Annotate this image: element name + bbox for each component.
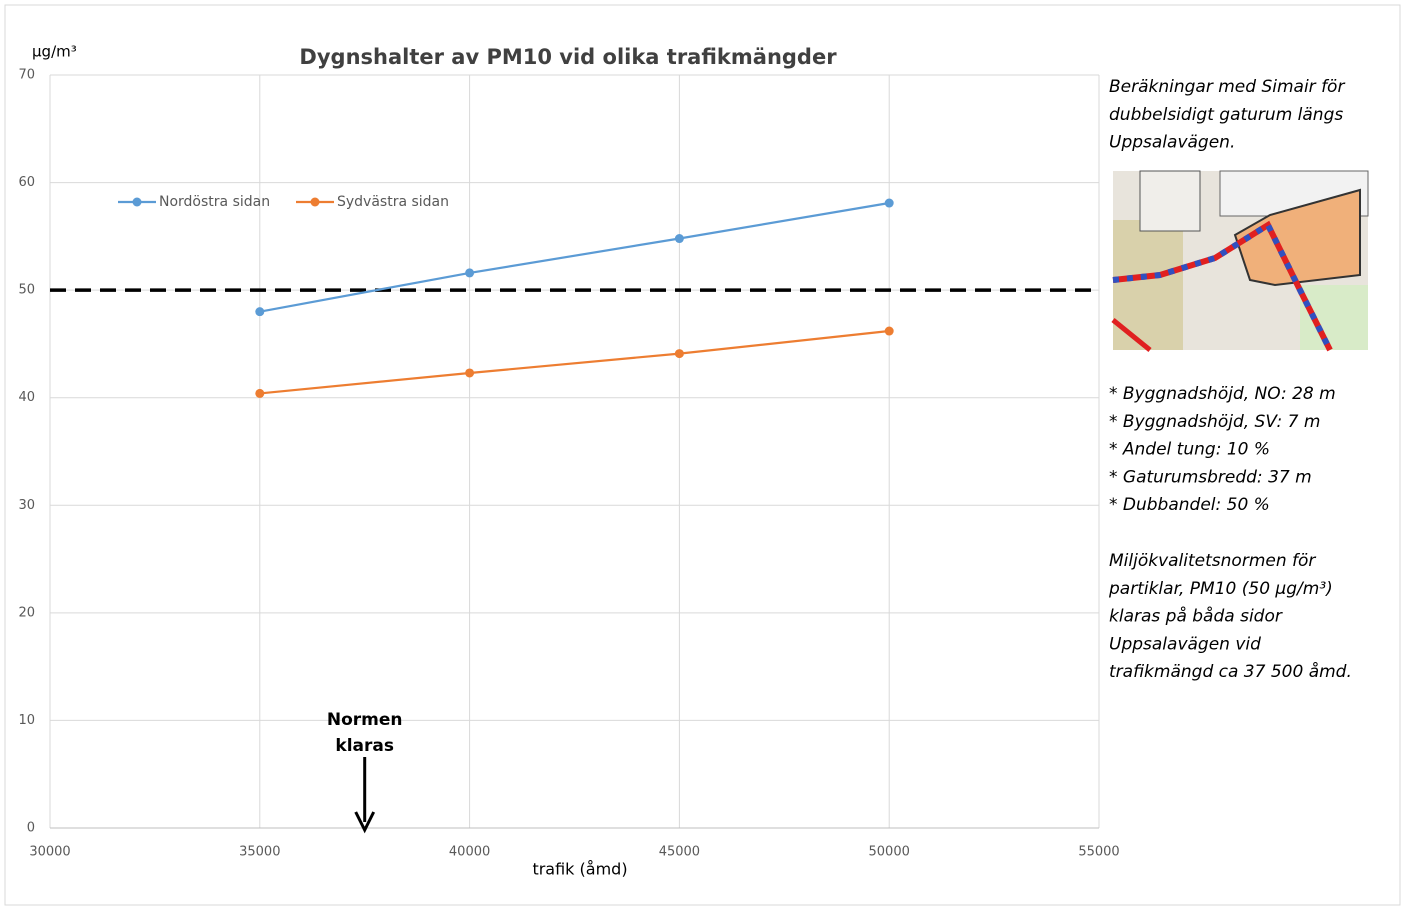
side-text: Uppsalavägen vid [1109, 634, 1261, 654]
legend-label: Sydvästra sidan [337, 194, 449, 210]
data-point [885, 199, 894, 208]
x-tick-label: 30000 [29, 845, 70, 860]
legend-marker [133, 198, 142, 207]
x-tick-label: 35000 [239, 845, 280, 860]
y-tick-label: 0 [27, 821, 35, 836]
y-axis-label: µg/m³ [32, 43, 77, 61]
x-tick-label: 40000 [449, 845, 490, 860]
legend-label: Nordöstra sidan [159, 194, 270, 210]
y-tick-label: 60 [18, 175, 35, 190]
y-tick-label: 10 [18, 713, 35, 728]
legend-marker [311, 198, 320, 207]
annotation-text: Normen [327, 710, 403, 730]
data-point [675, 349, 684, 358]
side-text: partiklar, PM10 (50 µg/m³) [1108, 579, 1333, 599]
y-tick-label: 40 [18, 390, 35, 405]
side-text: * Dubbandel: 50 % [1109, 495, 1270, 515]
annotation-text: klaras [335, 736, 394, 756]
data-point [255, 389, 264, 398]
map-image [1113, 171, 1368, 350]
y-tick-label: 20 [18, 605, 35, 620]
data-point [465, 268, 474, 277]
chart: Dygnshalter av PM10 vid olika trafikmäng… [0, 0, 1405, 910]
side-text: * Byggnadshöjd, NO: 28 m [1109, 384, 1336, 404]
y-tick-label: 70 [18, 68, 35, 83]
data-point [675, 234, 684, 243]
side-text: klaras på båda sidor [1109, 606, 1283, 627]
y-tick-label: 50 [18, 283, 35, 298]
side-text: * Gaturumsbredd: 37 m [1109, 467, 1312, 487]
page: {"chart_data": {"type": "line", "title":… [0, 0, 1405, 910]
side-text: * Byggnadshöjd, SV: 7 m [1109, 412, 1320, 432]
side-text: Miljökvalitetsnormen för [1109, 551, 1316, 571]
side-text: * Andel tung: 10 % [1109, 440, 1270, 460]
y-tick-label: 30 [18, 498, 35, 513]
chart-title: Dygnshalter av PM10 vid olika trafikmäng… [299, 45, 837, 69]
x-axis-label: trafik (åmd) [532, 860, 627, 879]
x-tick-label: 45000 [659, 845, 700, 860]
side-text: Beräkningar med Simair för [1109, 77, 1345, 97]
data-point [255, 307, 264, 316]
data-point [465, 368, 474, 377]
side-text: Uppsalavägen. [1109, 133, 1235, 153]
side-text: dubbelsidigt gaturum längs [1109, 105, 1343, 125]
side-text: trafikmängd ca 37 500 åmd. [1109, 661, 1352, 682]
x-tick-label: 50000 [869, 845, 910, 860]
data-point [885, 327, 894, 336]
x-tick-label: 55000 [1078, 845, 1119, 860]
